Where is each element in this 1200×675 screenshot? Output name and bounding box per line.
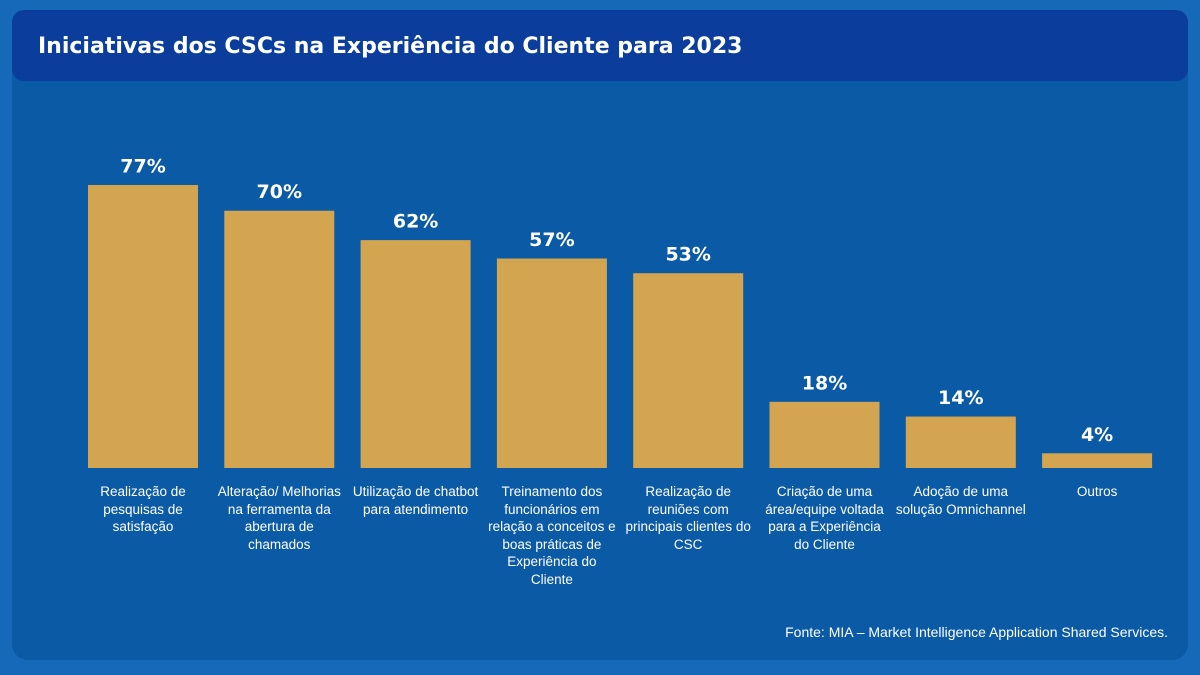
value-label: 18% — [802, 372, 847, 394]
x-tick-label: Adoção de uma solução Omnichannel — [895, 484, 1026, 517]
bar — [88, 185, 198, 468]
source: Fonte: MIA – Market Intelligence Applica… — [785, 624, 1168, 640]
x-tick-label: Realização de pesquisas de satisfação — [100, 484, 186, 534]
value-label: 62% — [393, 211, 438, 233]
x-tick-label: Treinamento dos funcionários em relação … — [488, 484, 616, 587]
x-tick-label: Realização de reuniões com principais cl… — [625, 484, 751, 552]
value-label: 14% — [938, 387, 983, 409]
value-label: 53% — [665, 244, 710, 266]
bar — [769, 401, 880, 468]
bar — [905, 416, 1016, 468]
bar — [360, 240, 471, 468]
title-bar — [12, 10, 1188, 81]
bar — [633, 273, 744, 468]
value-label: 77% — [120, 156, 165, 178]
x-tick-label: Alteração/ Melhorias na ferramenta da ab… — [217, 484, 341, 552]
bar — [496, 258, 607, 468]
chart-title: Iniciativas dos CSCs na Experiência do C… — [38, 34, 742, 59]
bar — [224, 210, 335, 468]
x-tick-label: Outros — [1076, 484, 1118, 499]
value-label: 57% — [529, 229, 574, 251]
value-label: 4% — [1081, 424, 1113, 446]
x-tick-label: Criação de uma área/equipe voltada para … — [765, 484, 884, 552]
x-tick-label: Utilização de chatbot para atendimento — [352, 484, 479, 517]
value-label: 70% — [257, 181, 302, 203]
bar — [1042, 453, 1153, 468]
